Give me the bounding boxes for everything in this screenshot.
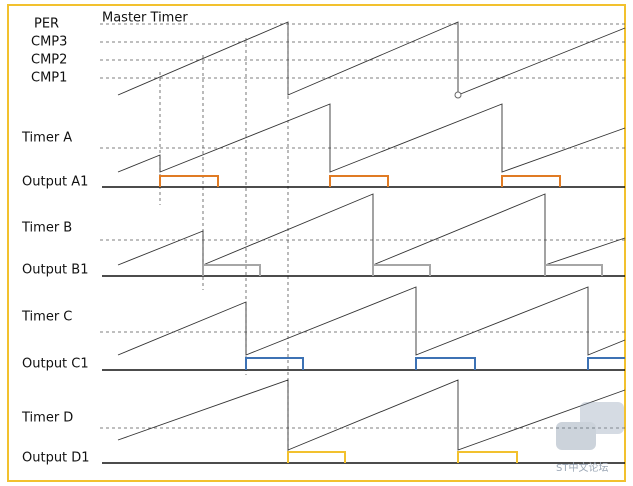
pulse: [415, 357, 476, 370]
timer-a-ramp: [117, 103, 626, 173]
label: Timer D: [21, 411, 73, 426]
pulse: [501, 175, 561, 187]
label: Output C1: [22, 357, 89, 372]
label: Output A1: [22, 175, 88, 190]
output-c1-pulses: [245, 357, 625, 370]
timer-d-ramp: [117, 379, 626, 451]
bubble: [580, 402, 624, 434]
frame: [7, 4, 626, 482]
label: Timer C: [21, 310, 72, 325]
watermark-icon: [556, 402, 624, 450]
pulse: [544, 264, 603, 276]
label: Master Timer: [102, 11, 188, 26]
reset-marker: [454, 91, 462, 99]
label: CMP1: [31, 71, 67, 86]
label: Timer A: [21, 131, 72, 146]
label: PER: [34, 17, 59, 32]
pulse: [329, 175, 389, 187]
bubble: [556, 422, 596, 450]
output-d1-pulses: [287, 451, 518, 463]
label: Output B1: [22, 263, 88, 278]
label: Output D1: [22, 451, 90, 466]
pulse: [159, 175, 219, 187]
output-b1-pulses: [202, 264, 603, 276]
pulse: [457, 451, 518, 463]
pulse: [372, 264, 431, 276]
pulse: [202, 264, 261, 276]
label: Timer B: [21, 221, 72, 236]
master-timer: [100, 21, 626, 99]
label: CMP3: [31, 35, 67, 50]
output-a1-pulses: [159, 175, 561, 187]
label: CMP2: [31, 53, 67, 68]
pulse: [245, 357, 304, 370]
timer-c-ramp: [117, 286, 626, 356]
pulse: [287, 451, 346, 463]
timer-b-ramp: [117, 193, 626, 266]
pulse: [587, 357, 625, 370]
watermark: ST中文论坛: [556, 461, 608, 474]
master-ramp: [117, 21, 626, 96]
